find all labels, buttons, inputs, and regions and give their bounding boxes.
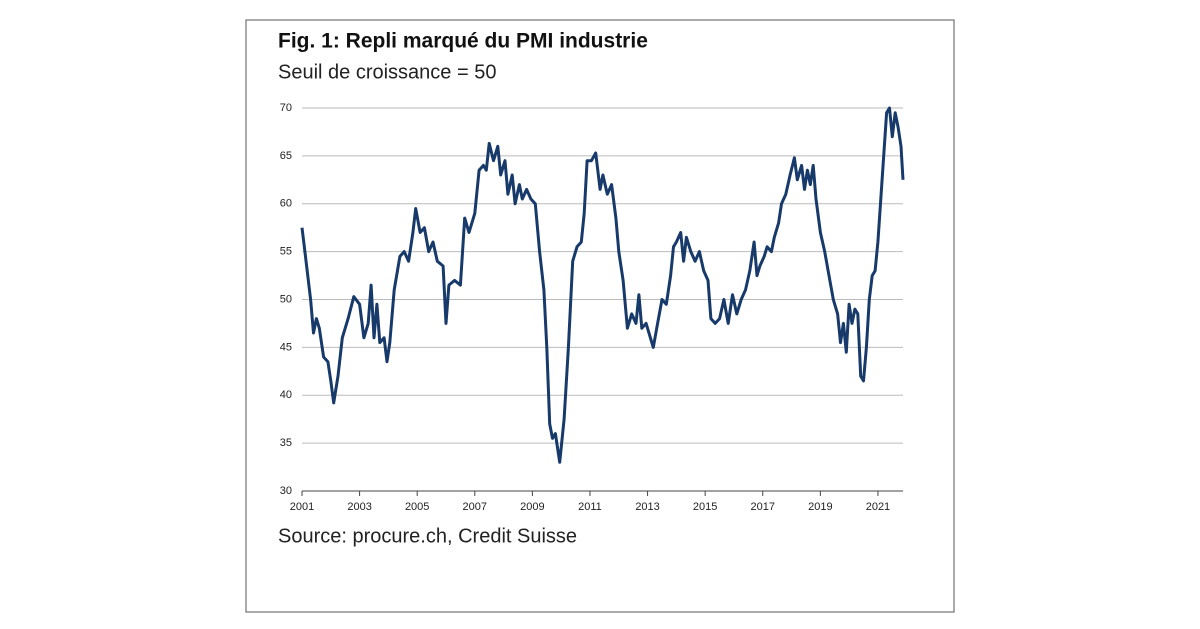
source-note: Source: procure.ch, Credit Suisse [278,525,577,547]
x-tick-label: 2011 [578,501,602,513]
y-tick-label: 50 [280,293,292,305]
x-tick-label: 2009 [520,501,544,513]
pmi-line [300,106,905,464]
x-tick-label: 2021 [866,501,890,513]
y-tick-label: 55 [280,246,292,258]
frame [245,19,955,613]
x-tick-label: 2001 [290,501,314,513]
x-tick-label: 2003 [347,501,371,513]
y-tick-label: 70 [280,102,292,114]
y-tick-label: 35 [280,437,292,449]
chart-subtitle: Seuil de croissance = 50 [278,61,496,83]
x-tick-label: 2019 [808,501,832,513]
chart-title: Fig. 1: Repli marqué du PMI industrie [278,30,648,53]
y-tick-label: 60 [280,198,292,210]
x-tick-label: 2017 [751,501,775,513]
x-tick-label: 2013 [635,501,659,513]
x-tick-label: 2015 [693,501,717,513]
x-tick-label: 2007 [463,501,487,513]
y-tick-label: 40 [280,389,292,401]
y-tick-label: 30 [280,485,292,497]
x-tick-label: 2005 [405,501,429,513]
y-tick-label: 45 [280,341,292,353]
y-tick-label: 65 [280,150,292,162]
